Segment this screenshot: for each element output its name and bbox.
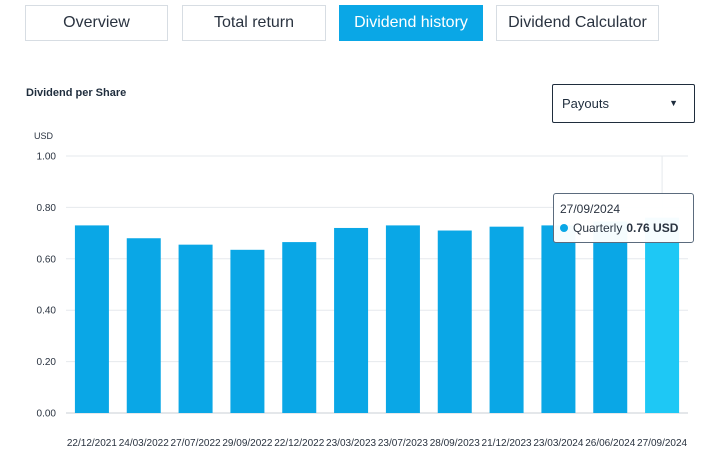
y-tick-label: 0.80 — [37, 203, 57, 214]
bar[interactable] — [541, 225, 576, 413]
bar[interactable] — [334, 227, 369, 413]
bar[interactable] — [385, 225, 420, 413]
x-tick-label: 22/12/2021 — [67, 438, 117, 449]
tab-dividend-history[interactable]: Dividend history — [339, 5, 483, 41]
tooltip-series: Quarterly — [573, 221, 623, 235]
tooltip-value: 0.76 USD — [626, 221, 679, 235]
bar[interactable] — [489, 226, 524, 413]
x-tick-label: 24/03/2022 — [119, 438, 169, 449]
tooltip-row: Quarterly 0.76 USD — [560, 221, 693, 235]
bar[interactable] — [593, 221, 628, 413]
chevron-down-icon: ▼ — [669, 98, 678, 108]
tab-total-return[interactable]: Total return — [182, 5, 326, 41]
tab-overview[interactable]: Overview — [25, 5, 168, 41]
x-tick-label: 23/03/2023 — [326, 438, 376, 449]
x-tick-label: 23/07/2023 — [378, 438, 428, 449]
x-tick-label: 29/09/2022 — [222, 438, 272, 449]
bar[interactable] — [645, 217, 680, 413]
y-tick-label: 0.40 — [37, 306, 57, 317]
payouts-select[interactable]: Payouts ▼ — [552, 84, 695, 123]
bar[interactable] — [437, 230, 472, 413]
y-tick-label: 0.20 — [37, 357, 57, 368]
y-tick-label: 1.00 — [37, 152, 57, 163]
bar[interactable] — [126, 238, 161, 413]
chart-title: Dividend per Share — [26, 87, 127, 99]
bar[interactable] — [178, 244, 213, 413]
x-tick-label: 28/09/2023 — [430, 438, 480, 449]
bar[interactable] — [74, 225, 109, 413]
bars — [74, 217, 680, 413]
series-dot-icon — [560, 224, 568, 232]
tooltip-date: 27/09/2024 — [560, 202, 621, 216]
x-tick-label: 27/09/2024 — [637, 438, 687, 449]
bar[interactable] — [230, 249, 265, 413]
x-tick-label: 21/12/2023 — [482, 438, 532, 449]
x-tick-label: 26/06/2024 — [585, 438, 635, 449]
x-tick-label: 22/12/2022 — [274, 438, 324, 449]
tab-bar: Overview Total return Dividend history D… — [0, 0, 714, 44]
y-tick-labels: 0.00 0.20 0.40 0.60 0.80 1.00 — [37, 152, 57, 420]
y-axis-unit: USD — [34, 131, 54, 141]
y-tick-label: 0.00 — [37, 409, 57, 420]
tab-dividend-calculator[interactable]: Dividend Calculator — [496, 5, 659, 41]
x-tick-labels: 22/12/2021 24/03/2022 27/07/2022 29/09/2022… — [67, 438, 688, 449]
x-tick-label: 23/03/2024 — [533, 438, 583, 449]
x-tick-label: 27/07/2022 — [171, 438, 221, 449]
chart-tooltip: 27/09/2024 Quarterly 0.76 USD — [553, 193, 694, 243]
bar[interactable] — [282, 242, 317, 413]
select-value: Payouts — [562, 96, 609, 111]
y-tick-label: 0.60 — [37, 254, 57, 265]
